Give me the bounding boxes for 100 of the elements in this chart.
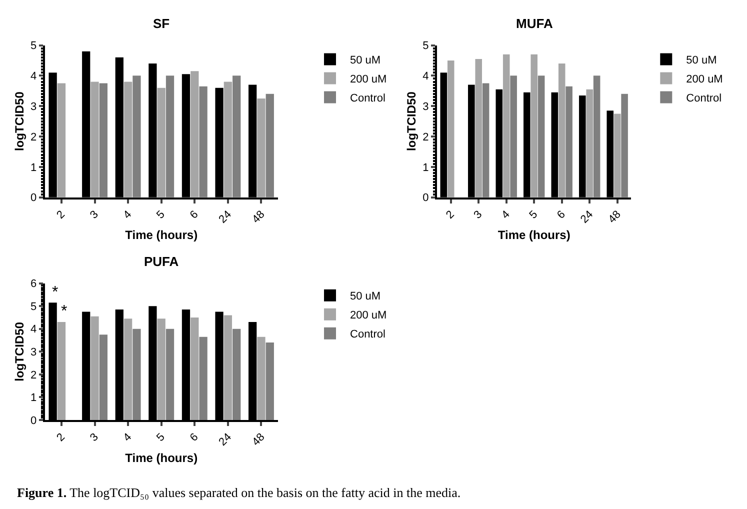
caption: Figure 1. The logTCID₅₀ values separated on the basis on the fatty acid in the media. (17, 485, 461, 500)
bar (447, 60, 454, 198)
legend-label: 200 uM (686, 74, 723, 86)
y-tick-label: 3 (30, 346, 37, 359)
y-axis-title: logTCID50 (12, 322, 26, 382)
bar (90, 316, 99, 420)
legend-label: 200 uM (350, 310, 387, 322)
x-tick-label: 4 (121, 208, 134, 222)
bar (199, 336, 208, 420)
bar (132, 76, 141, 198)
bar (124, 318, 132, 420)
y-tick-label: 4 (30, 324, 37, 336)
bar (257, 98, 266, 198)
x-axis-title: Time (hours) (125, 228, 198, 242)
y-tick-label: 5 (30, 40, 37, 52)
legend-label: Control (350, 92, 386, 105)
y-tick-label: 0 (30, 192, 37, 204)
legend-label: 200 uM (350, 74, 387, 86)
bar (566, 86, 572, 198)
x-tick-label: 2 (54, 431, 68, 444)
x-tick-label: 48 (250, 431, 268, 448)
bar (157, 318, 166, 420)
bar (57, 83, 66, 198)
x-tick-label: 6 (188, 431, 201, 444)
legend-label: Control (686, 92, 722, 105)
bar (190, 317, 199, 420)
x-tick-label: 2 (54, 208, 68, 222)
bar (614, 114, 621, 198)
x-tick-label: 6 (555, 208, 568, 222)
x-tick-label: 3 (472, 208, 485, 222)
x-tick-label: 4 (500, 208, 512, 222)
bar (224, 315, 232, 420)
y-tick-label: 0 (422, 192, 429, 204)
bar (157, 88, 166, 198)
bar (621, 94, 628, 198)
x-tick-label: 48 (606, 208, 624, 226)
bar (124, 82, 132, 198)
x-tick-label: 2 (444, 208, 457, 222)
x-tick-label: 6 (188, 208, 201, 222)
bar (538, 76, 545, 198)
bar (166, 328, 174, 420)
bar (482, 83, 490, 198)
chart-title: MUFA (516, 16, 554, 31)
bar (593, 76, 600, 198)
bar (266, 342, 274, 420)
x-axis-title: Time (hours) (125, 450, 198, 465)
bar (57, 322, 66, 420)
y-tick-label: 5 (422, 40, 429, 52)
y-tick-label: 2 (30, 369, 37, 382)
bar (266, 94, 274, 198)
bar (502, 54, 510, 198)
bar (99, 83, 108, 198)
legend-label: 50 uM (350, 290, 381, 303)
bar (257, 336, 266, 420)
x-tick-label: 3 (88, 431, 101, 444)
chart-title: SF (153, 16, 170, 31)
bar (510, 76, 517, 198)
x-tick-label: 5 (154, 208, 168, 222)
y-tick-label: 2 (30, 131, 37, 144)
annotation: * (61, 303, 68, 320)
x-tick-label: 24 (578, 208, 596, 226)
bar (166, 76, 174, 198)
x-tick-label: 48 (250, 208, 268, 226)
bar (558, 64, 566, 198)
bar (90, 82, 99, 198)
bar (199, 86, 208, 198)
legend-label: 50 uM (686, 54, 717, 67)
bar (530, 54, 538, 198)
bar (232, 328, 241, 420)
x-tick-label: 4 (121, 431, 134, 444)
legend-label: Control (350, 328, 386, 341)
y-axis-title: logTCID50 (404, 91, 418, 151)
x-tick-label: 24 (216, 208, 234, 226)
x-axis-title: Time (hours) (498, 228, 570, 242)
y-tick-label: 4 (422, 70, 429, 83)
y-tick-label: 1 (30, 162, 37, 174)
legend-label: 50 uM (350, 54, 381, 67)
bar (586, 89, 593, 198)
y-tick-label: 3 (30, 100, 37, 113)
x-tick-label: 3 (88, 208, 101, 222)
y-tick-label: 4 (30, 70, 37, 83)
y-tick-label: 5 (30, 300, 37, 313)
y-tick-label: 2 (422, 131, 429, 144)
y-tick-label: 0 (30, 414, 37, 427)
y-tick-label: 3 (422, 100, 429, 113)
y-tick-label: 6 (30, 278, 37, 290)
y-tick-label: 1 (422, 162, 429, 174)
bar (224, 82, 232, 198)
annotation: * (52, 284, 58, 301)
bar (132, 328, 141, 420)
bar (99, 334, 108, 420)
y-tick-label: 1 (30, 392, 37, 404)
bar (190, 71, 199, 198)
x-tick-label: 5 (527, 208, 540, 222)
y-axis-title: logTCID50 (12, 91, 26, 151)
chart-title: PUFA (144, 254, 180, 269)
bar (475, 58, 482, 198)
x-tick-label: 5 (154, 431, 168, 444)
bar (232, 76, 241, 198)
x-tick-label: 24 (216, 431, 234, 448)
